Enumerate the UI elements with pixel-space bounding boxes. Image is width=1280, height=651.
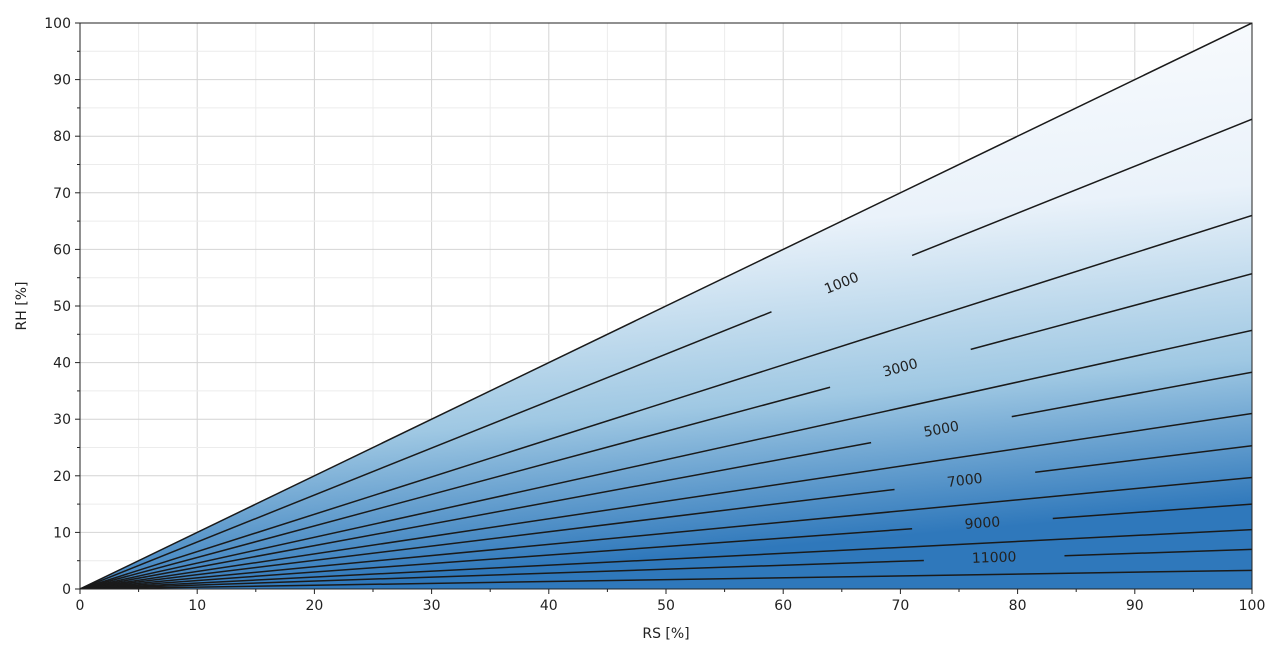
- contour-label: 11000: [972, 549, 1017, 566]
- contour-line: [1064, 548, 1252, 557]
- y-tick-label: 40: [53, 356, 71, 372]
- x-tick-label: 60: [774, 598, 792, 614]
- contour-line: [80, 476, 1252, 589]
- x-tick-label: 10: [188, 598, 206, 614]
- contour-line: [80, 488, 895, 589]
- y-tick-label: 80: [53, 129, 71, 145]
- x-tick-label: 40: [540, 598, 558, 614]
- contour-line: [80, 412, 1252, 589]
- x-tick-label: 30: [423, 598, 441, 614]
- y-tick-label: 0: [62, 582, 71, 598]
- contour-line: [80, 528, 1252, 589]
- contour-line: [970, 273, 1252, 351]
- contour-lines: [80, 23, 1252, 589]
- y-tick-label: 70: [53, 186, 71, 202]
- y-tick-label: 50: [53, 299, 71, 315]
- contour-line: [1011, 371, 1252, 418]
- contour-line: [80, 386, 831, 589]
- y-tick-label: 100: [44, 16, 71, 32]
- contour-line: [80, 214, 1252, 589]
- x-tick-label: 0: [76, 598, 85, 614]
- contour-line: [80, 23, 1252, 589]
- contour-label: 9000: [964, 514, 1001, 533]
- x-tick-label: 80: [1009, 598, 1027, 614]
- y-tick-label: 90: [53, 73, 71, 89]
- contour-line: [80, 329, 1252, 589]
- y-axis-label: RH [%]: [14, 282, 30, 331]
- contour-line: [911, 118, 1252, 257]
- x-tick-label: 20: [305, 598, 323, 614]
- x-axis-label: RS [%]: [642, 626, 689, 642]
- contour-line: [80, 569, 1252, 589]
- contour-line: [1052, 503, 1252, 520]
- contour-line: [80, 311, 772, 589]
- contour-line: [80, 441, 872, 589]
- contour-line: [1035, 445, 1252, 474]
- axis-ticks: 0 10 20 30 40 50 60 70 80 90 100 0 10 20 30 40 50 60 70 80 9…: [44, 16, 1265, 614]
- contour-line: [80, 527, 913, 589]
- y-tick-label: 60: [53, 242, 71, 258]
- contour-line: [80, 559, 924, 589]
- y-tick-label: 30: [53, 412, 71, 428]
- y-tick-label: 20: [53, 469, 71, 485]
- contour-label: 7000: [946, 471, 983, 491]
- contour-label: 5000: [922, 419, 960, 441]
- x-tick-label: 70: [891, 598, 909, 614]
- x-tick-label: 90: [1126, 598, 1144, 614]
- y-tick-label: 10: [53, 525, 71, 541]
- x-tick-label: 50: [657, 598, 675, 614]
- x-tick-label: 100: [1239, 598, 1266, 614]
